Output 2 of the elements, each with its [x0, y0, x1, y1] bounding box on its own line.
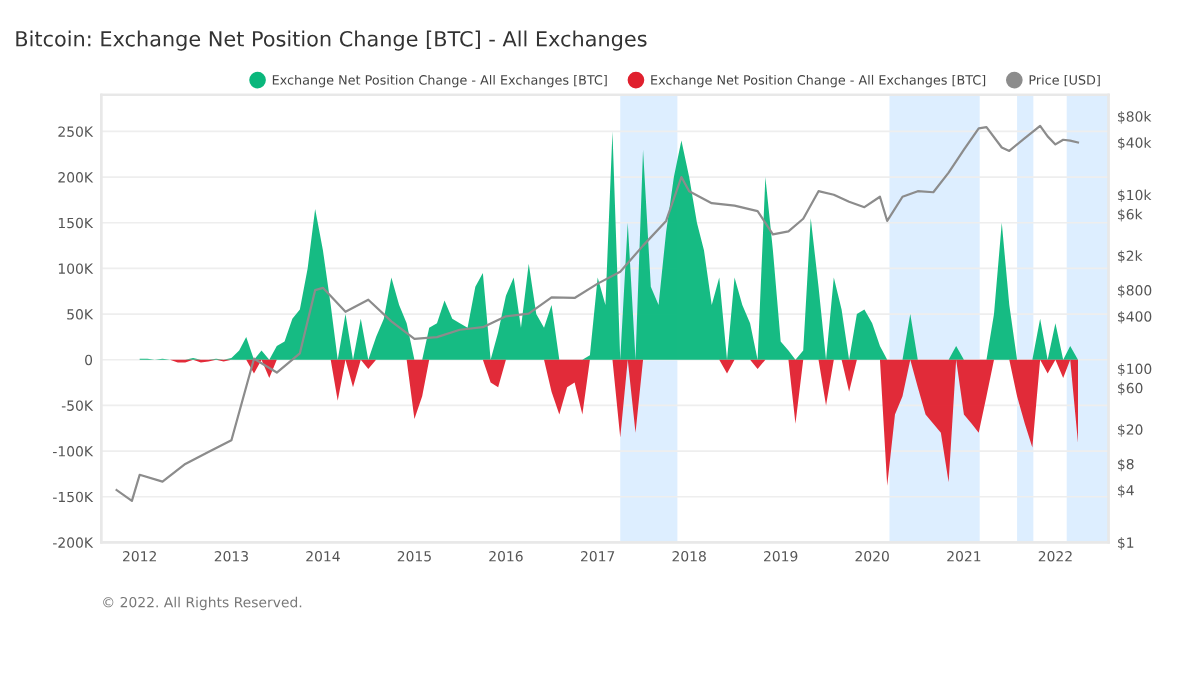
line-series	[115, 124, 1080, 503]
chart-title: Bitcoin: Exchange Net Position Change [BTC] - All Exchanges	[16, 30, 647, 51]
